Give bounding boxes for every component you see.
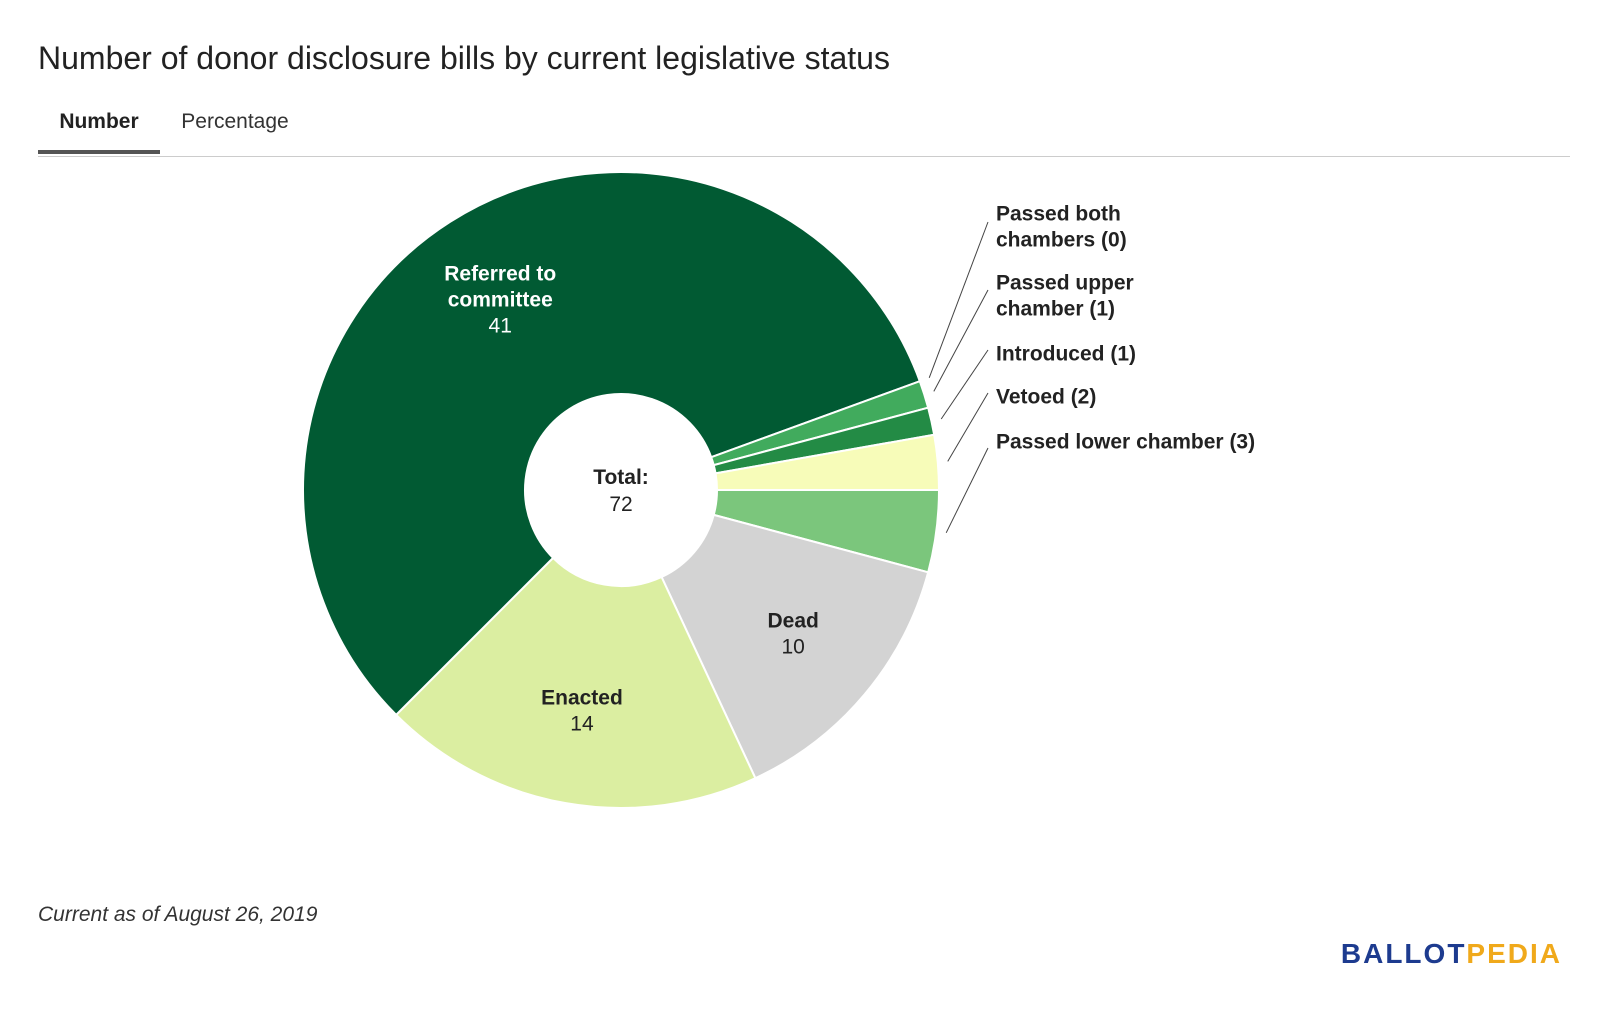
slice-outside-label-4: Passed both [996, 203, 1121, 226]
slice-value-1: 10 [781, 635, 804, 658]
slice-outside-label-5: chamber (1) [996, 298, 1115, 321]
ballotpedia-logo: BALLOTPEDIA [1341, 938, 1562, 970]
slice-1[interactable] [660, 513, 930, 780]
slice-value-2: 14 [570, 712, 594, 735]
slice-label-1: Dead [767, 609, 818, 632]
slice-label-2: Enacted [541, 686, 623, 709]
slice-value-3: 41 [489, 314, 512, 337]
chart-title: Number of donor disclosure bills by curr… [38, 40, 890, 76]
slice-outside-label-0: Passed lower chamber (3) [996, 431, 1255, 454]
slice-outside-label-5: Passed upper [996, 272, 1134, 295]
center-value: 72 [609, 493, 632, 516]
slice-label-3: Referred to [444, 262, 556, 285]
leader-line-0 [945, 447, 989, 534]
center-label: Total: [593, 466, 649, 489]
slice-outside-label-6: Introduced (1) [996, 343, 1136, 366]
slice-label-3: committee [448, 288, 553, 311]
footnote: Current as of August 26, 2019 [38, 903, 318, 926]
logo-part-pedia: PEDIA [1466, 938, 1562, 969]
leader-line-5 [933, 289, 989, 392]
tab-percentage[interactable]: Percentage [181, 110, 289, 133]
leader-line-6 [940, 349, 989, 420]
slice-3[interactable] [302, 171, 922, 717]
tab-number[interactable]: Number [38, 108, 160, 154]
leader-line-4 [928, 221, 989, 378]
slice-outside-label-4: chambers (0) [996, 229, 1127, 252]
slice-2[interactable] [394, 556, 757, 809]
slice-7[interactable] [714, 433, 941, 491]
slice-outside-label-7: Vetoed (2) [996, 386, 1096, 409]
logo-part-ballot: BALLOT [1340, 938, 1467, 969]
chart-tabs: Number Percentage [38, 108, 1570, 157]
leader-line-7 [947, 392, 989, 462]
